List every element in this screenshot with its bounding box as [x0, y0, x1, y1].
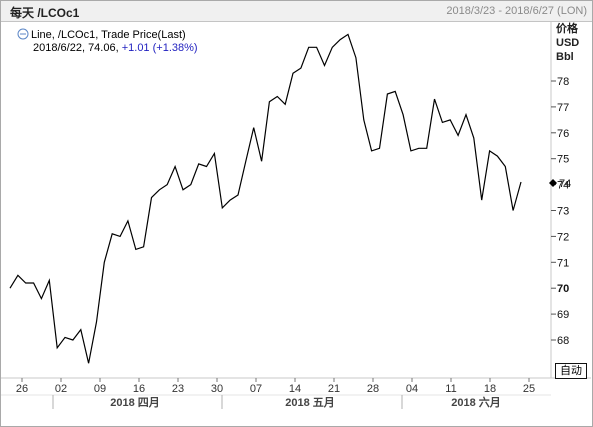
y-tick-label: 69: [557, 309, 569, 321]
legend-value: 74.06: [88, 42, 116, 54]
chart-header: 每天 /LCOc1 2018/3/23 - 2018/6/27 (LON): [1, 1, 592, 22]
legend-change: +1.01: [122, 42, 150, 54]
auto-scale-button[interactable]: 自动: [555, 363, 587, 379]
x-tick-label: 09: [94, 383, 106, 395]
legend-values: 2018/6/22, 74.06, +1.01 (+1.38%): [33, 42, 198, 54]
x-tick-label: 18: [484, 383, 496, 395]
x-tick-label: 25: [523, 383, 535, 395]
x-tick-label: 07: [250, 383, 262, 395]
y-tick-label: 74: [557, 180, 569, 192]
x-tick-label: 21: [328, 383, 340, 395]
legend: Line, /LCOc1, Trade Price(Last) 2018/6/2…: [17, 28, 198, 54]
month-label: 2018 四月: [110, 396, 160, 409]
x-tick-label: 02: [55, 383, 67, 395]
series-group: [9, 33, 522, 364]
month-label: 2018 六月: [451, 395, 501, 409]
y-tick-label: 72: [557, 231, 569, 243]
y-tick-label: 73: [557, 206, 569, 218]
legend-series-label: Line, /LCOc1, Trade Price(Last): [31, 29, 186, 41]
legend-change-pct: (+1.38%): [153, 42, 198, 54]
month-labels: 2018 四月 2018 五月 2018 六月: [52, 395, 501, 409]
x-tick-label: 26: [16, 383, 28, 395]
x-tick-label: 30: [211, 383, 223, 395]
x-tick-label: 23: [172, 383, 184, 395]
x-tick-label: 16: [133, 383, 145, 395]
legend-date: 2018/6/22: [33, 42, 82, 54]
chart-title: 每天 /LCOc1: [10, 6, 80, 20]
last-value-label: 74: [559, 178, 571, 190]
y-tick-label: 70: [557, 283, 569, 295]
unit-price-label: 价格: [556, 21, 579, 35]
y-tick-label: 75: [557, 154, 569, 166]
month-label: 2018 五月: [285, 396, 335, 409]
y-tick-label: 71: [557, 257, 569, 269]
x-tick-label: 04: [406, 383, 418, 395]
unit-volume-label: Bbl: [556, 51, 574, 63]
y-tick-label: 68: [557, 335, 569, 347]
x-tick-label: 11: [445, 383, 456, 395]
x-tick-label: 14: [289, 383, 301, 395]
y-tick-label: 77: [557, 102, 569, 114]
date-range: 2018/3/23 - 2018/6/27 (LON): [446, 5, 587, 17]
unit-currency-label: USD: [556, 37, 579, 49]
x-tick-label: 28: [367, 383, 379, 395]
y-tick-label: 78: [557, 76, 569, 88]
x-axis-ticks: 26 02 09 16 23 30 07 14 21 28 04 11 18 25: [16, 378, 535, 395]
last-value-marker-icon: [549, 179, 557, 188]
y-tick-label: 76: [557, 128, 569, 140]
price-series-line: [9, 33, 522, 364]
